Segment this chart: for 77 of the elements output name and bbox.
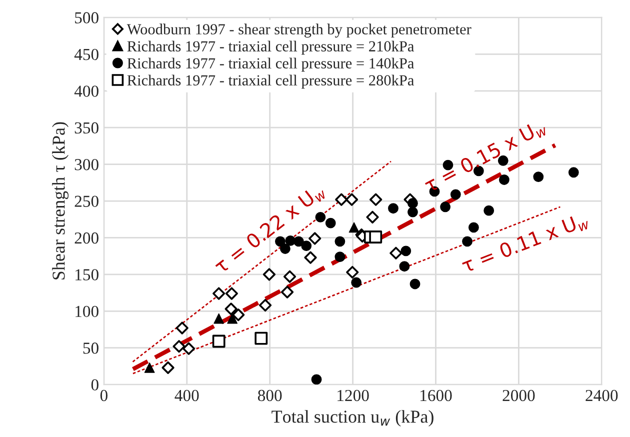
point — [283, 270, 296, 283]
point — [351, 277, 362, 288]
point — [484, 205, 494, 216]
y-tick-label: 300 — [74, 159, 98, 170]
point — [176, 322, 188, 334]
y-tick-label: 100 — [76, 306, 98, 318]
point — [468, 222, 479, 233]
point — [442, 160, 454, 170]
point — [212, 287, 226, 300]
x-tick-label: 2400 — [586, 390, 618, 402]
point — [388, 203, 398, 214]
y-tick-label: 250 — [74, 196, 98, 207]
annotation: τ = 0.22 x U$_{w}$ — [212, 182, 328, 276]
point — [301, 240, 312, 252]
point — [533, 172, 544, 182]
point — [335, 193, 348, 206]
point — [214, 313, 224, 324]
x-tick-label: 1600 — [420, 390, 452, 402]
legend-label: Woodburn 1997 - shear strength by pocket penetrometer — [126, 24, 472, 38]
point — [462, 236, 472, 247]
y-tick-label: 450 — [74, 48, 98, 60]
x-tick-label: 400 — [174, 390, 199, 402]
point — [232, 308, 245, 322]
point — [225, 287, 238, 300]
point — [227, 313, 238, 324]
point — [369, 230, 382, 244]
point — [410, 278, 420, 290]
point — [162, 361, 174, 374]
x-tick-label: 2000 — [502, 390, 535, 402]
y-tick-label: 50 — [83, 342, 98, 354]
point — [311, 374, 322, 385]
legend-label: Richards 1977 - triaxial cell pressure = 140kPa — [127, 58, 414, 72]
point — [440, 202, 450, 212]
x-tick-label: 800 — [258, 390, 282, 402]
point — [280, 286, 294, 298]
y-tick-label: 150 — [76, 269, 98, 280]
annotation: τ = 0.15 x U$_{w}$ — [423, 118, 548, 196]
point — [182, 342, 196, 355]
point — [304, 251, 317, 264]
point — [172, 340, 186, 353]
x-tick-label: 0 — [100, 390, 108, 402]
point — [408, 206, 418, 218]
point — [346, 266, 359, 279]
point — [293, 236, 304, 247]
point — [450, 189, 461, 200]
point — [308, 232, 322, 245]
annotation: τ = 0.11 x U$_{w}$ — [460, 211, 590, 276]
point — [345, 193, 358, 206]
point — [224, 302, 238, 316]
point — [348, 222, 360, 233]
point — [568, 167, 579, 178]
point — [334, 252, 346, 262]
point — [498, 174, 510, 185]
point — [400, 246, 412, 256]
point — [325, 218, 336, 228]
y-tick-label: 0 — [91, 379, 98, 391]
point — [370, 193, 382, 206]
point — [366, 210, 379, 224]
point — [334, 236, 346, 247]
point — [212, 334, 226, 348]
point — [399, 261, 410, 272]
point — [258, 298, 272, 312]
point — [390, 246, 402, 260]
y-tick-label: 200 — [74, 232, 98, 244]
x-axis-title: Total suction u$_{w}$ (kPa) — [272, 410, 434, 426]
x-tick-label: 1200 — [338, 390, 369, 402]
y-axis-title: Shear strength τ (kPa) — [52, 122, 69, 280]
point — [254, 332, 268, 345]
y-tick-label: 350 — [74, 122, 98, 134]
y-tick-label: 400 — [74, 86, 98, 97]
point — [262, 268, 276, 281]
y-tick-label: 500 — [75, 12, 98, 24]
point — [144, 362, 155, 373]
legend-label: Richards 1977 - triaxial cell pressure = 280kPa — [127, 74, 414, 89]
point — [408, 198, 418, 208]
legend-label: Richards 1977 - triaxial cell pressure = 210kPa — [127, 40, 414, 55]
point — [315, 212, 326, 222]
